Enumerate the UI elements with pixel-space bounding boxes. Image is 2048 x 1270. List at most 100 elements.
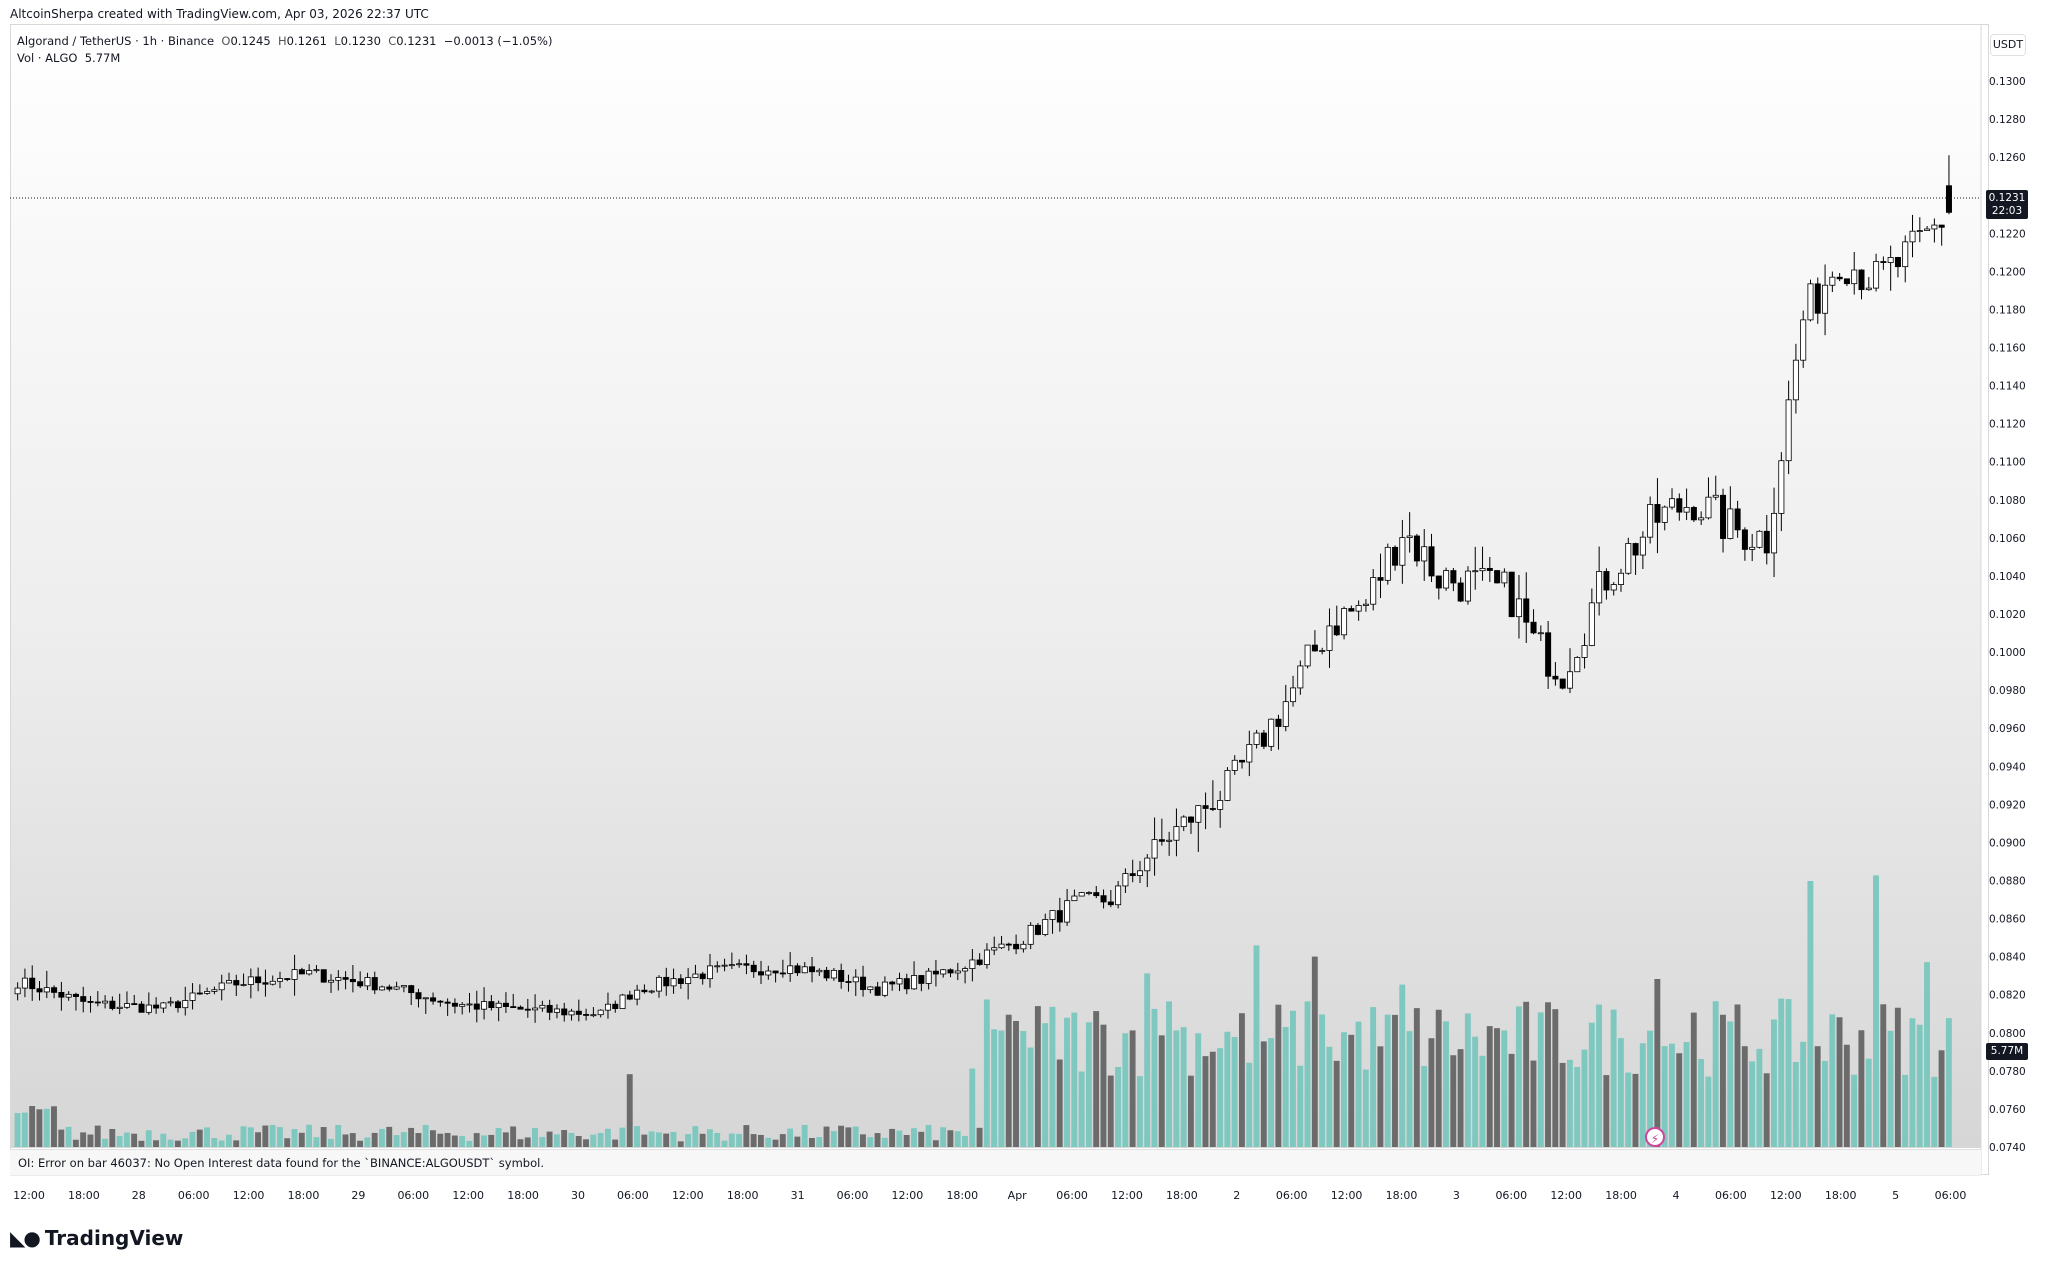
volume-bar <box>1814 1046 1821 1147</box>
volume-bar <box>1647 1030 1653 1147</box>
volume-bar <box>1676 1053 1683 1147</box>
volume-bar <box>1443 1021 1449 1147</box>
volume-bar <box>291 1129 298 1147</box>
volume-bar <box>174 1140 181 1147</box>
candle-body <box>291 969 298 980</box>
volume-bar <box>852 1126 859 1147</box>
volume-bar <box>1749 1061 1756 1147</box>
volume-bar <box>721 1140 728 1147</box>
time-tick-label: 06:00 <box>1056 1189 1088 1202</box>
candle-body <box>860 976 867 990</box>
volume-bar <box>1843 1044 1850 1147</box>
volume-bar <box>1115 1066 1121 1147</box>
volume-bar <box>43 1108 50 1147</box>
volume-bar <box>1421 1065 1428 1147</box>
candle-body <box>1056 910 1063 923</box>
price-tick-label: 0.1060 <box>1989 533 2026 545</box>
candle-body <box>1341 608 1348 636</box>
candle-body <box>1064 900 1071 923</box>
candle-body <box>1545 632 1552 677</box>
candle-body <box>1720 494 1727 539</box>
candle-body <box>1756 530 1763 548</box>
time-tick-label: 30 <box>571 1189 585 1202</box>
time-tick-label: 12:00 <box>1550 1189 1582 1202</box>
volume-bar <box>940 1127 947 1147</box>
volume-bar <box>415 1133 422 1147</box>
candle-body <box>976 959 983 965</box>
currency-label[interactable]: USDT <box>1990 34 2026 56</box>
candle-body <box>1136 870 1143 877</box>
volume-bar <box>65 1126 72 1147</box>
price-tick-label: 0.1280 <box>1989 114 2026 126</box>
candle-body <box>1027 924 1034 945</box>
candle-body <box>240 984 247 986</box>
candle-body <box>167 1001 174 1004</box>
volume-bar <box>838 1125 845 1147</box>
candle-body <box>568 1010 575 1016</box>
time-tick-label: 12:00 <box>233 1189 265 1202</box>
volume-bar <box>641 1134 648 1147</box>
volume-bar <box>1938 1050 1945 1147</box>
volume-bar <box>1297 1065 1304 1147</box>
volume-bar <box>743 1125 750 1147</box>
candle-body <box>1610 584 1617 591</box>
price-tick-label: 0.1200 <box>1989 266 2026 278</box>
candle-body <box>1377 577 1384 581</box>
volume-label[interactable]: Vol · ALGO <box>17 51 78 65</box>
volume-bar <box>1610 1009 1617 1147</box>
volume-bar <box>1151 1008 1158 1147</box>
volume-bar <box>1887 1030 1894 1147</box>
volume-bar <box>1413 1008 1420 1147</box>
candle-body <box>1618 572 1625 585</box>
candle-body <box>160 1002 167 1009</box>
candle-body <box>58 992 65 998</box>
volume-bar <box>677 1141 684 1147</box>
volume-bar <box>1122 1033 1129 1147</box>
tradingview-logo[interactable]: ◣● TradingView <box>10 1226 183 1250</box>
candle-body <box>648 990 655 993</box>
candle-body <box>1763 530 1770 554</box>
candle-body <box>998 943 1005 949</box>
candle-body <box>1450 570 1457 584</box>
candle-body <box>794 965 801 974</box>
time-tick-label: 12:00 <box>1331 1189 1363 1202</box>
candle-body <box>903 978 910 990</box>
current-price-value: 0.1231 <box>1988 192 2026 204</box>
volume-tag: 5.77M <box>1986 1043 2028 1060</box>
volume-bar <box>1304 1001 1311 1147</box>
volume-bar <box>947 1130 954 1147</box>
time-tick-label: 06:00 <box>1495 1189 1527 1202</box>
candle-body <box>1370 577 1377 605</box>
volume-bar <box>80 1132 87 1147</box>
volume-bar <box>1479 1055 1486 1147</box>
candle-body <box>1661 506 1668 523</box>
price-tick-label: 0.0820 <box>1989 990 2026 1002</box>
candle-body <box>466 1003 473 1006</box>
volume-bar <box>204 1127 210 1147</box>
volume-bar <box>1596 1004 1602 1147</box>
lightning-icon[interactable]: ⚡ <box>1645 1127 1665 1147</box>
time-tick-label: 3 <box>1453 1189 1460 1202</box>
volume-bar <box>240 1126 247 1147</box>
candle-body <box>1311 644 1318 652</box>
time-tick-label: 06:00 <box>1276 1189 1308 1202</box>
symbol-title[interactable]: Algorand / TetherUS · 1h · Binance <box>17 34 215 48</box>
volume-bar <box>1020 1031 1027 1147</box>
candle-body <box>1902 241 1909 268</box>
candle-body <box>21 977 28 989</box>
candle-body <box>138 1003 145 1013</box>
time-axis: 12:00 18:00 28 06:00 12:00 18:00 29 06:00 12:00 1… <box>10 1174 1981 1202</box>
volume-bar <box>488 1134 495 1147</box>
candle-body <box>553 1008 560 1013</box>
candle-body <box>1231 759 1238 771</box>
volume-bar <box>1202 1056 1209 1147</box>
candle-body <box>386 986 393 990</box>
volume-bar <box>553 1134 560 1147</box>
volume-bar <box>801 1124 808 1147</box>
candle-body <box>1639 536 1646 556</box>
candle-body <box>1537 632 1544 635</box>
candle-body <box>772 970 779 974</box>
volume-bar <box>1158 1035 1165 1147</box>
volume-bar <box>21 1112 28 1147</box>
